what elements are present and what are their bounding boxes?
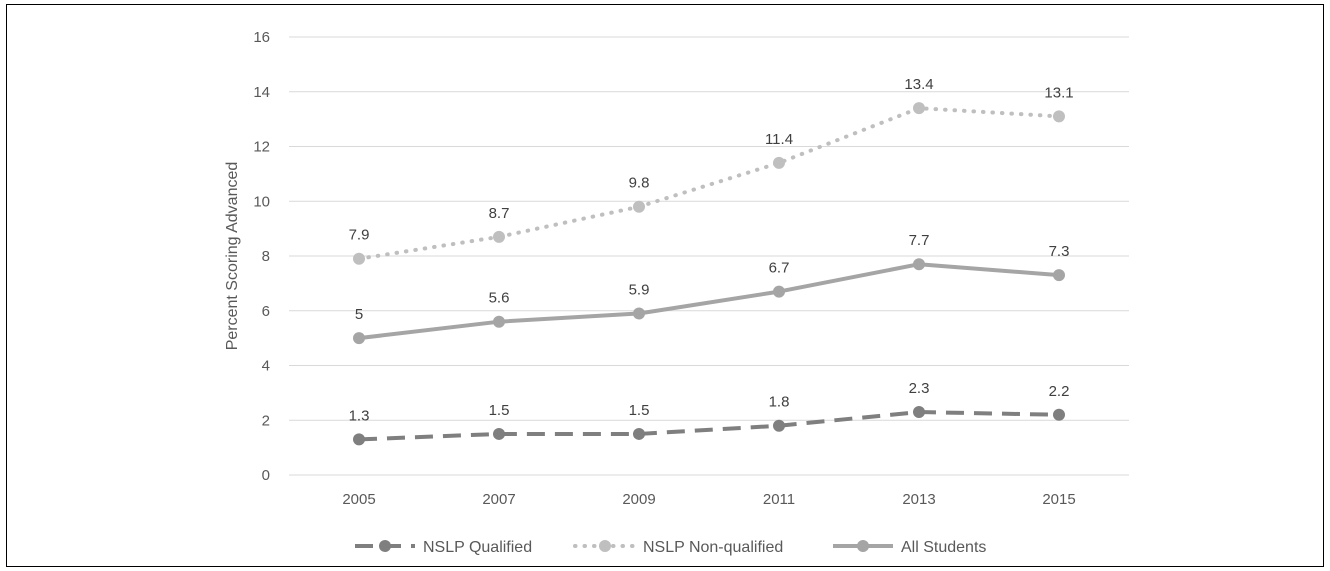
data-labels: 1.3 1.5 1.5 1.8 2.3 2.2 7.9 8.7 9.8 11.4 13.4 13.1 5… (349, 76, 1074, 424)
x-tick-label: 2007 (482, 491, 515, 508)
data-label: 7.7 (909, 232, 930, 249)
y-tick-label: 0 (262, 467, 270, 484)
legend-label: NSLP Qualified (423, 539, 532, 556)
series-line (358, 262, 1060, 341)
y-tick-label: 6 (262, 303, 270, 320)
legend-marker (857, 540, 869, 552)
series-line (357, 106, 1061, 261)
data-point (773, 419, 785, 432)
y-tick-label: 10 (253, 193, 270, 210)
data-label: 7.3 (1049, 243, 1070, 260)
data-point (773, 285, 785, 298)
x-tick-label: 2009 (622, 491, 655, 508)
legend: NSLP Qualified NSLP Non-qualified All Stud… (355, 539, 986, 556)
data-point (1053, 408, 1065, 421)
chart-frame: 0 2 4 6 8 10 12 14 16 2005 2007 2009 2011 2013 2015 P… (6, 4, 1324, 567)
data-point (493, 230, 505, 243)
legend-marker (379, 540, 391, 552)
series-nslp-qualified (353, 406, 1065, 446)
y-axis-ticks: 0 2 4 6 8 10 12 14 16 (253, 29, 270, 484)
x-tick-label: 2011 (763, 491, 795, 508)
gridlines (289, 36, 1129, 476)
data-label: 2.3 (909, 380, 930, 397)
data-point (493, 315, 505, 328)
y-tick-label: 2 (262, 412, 270, 429)
data-point (913, 258, 925, 271)
series-all-students (353, 258, 1065, 345)
data-label: 1.8 (769, 394, 790, 411)
data-label: 1.5 (489, 402, 510, 419)
y-tick-label: 8 (262, 248, 270, 265)
legend-label: NSLP Non-qualified (643, 539, 783, 556)
data-point (353, 252, 365, 265)
y-axis-title: Percent Scoring Advanced (224, 162, 241, 351)
legend-item-nslp-qualified: NSLP Qualified (355, 539, 532, 556)
data-label: 7.9 (349, 227, 370, 244)
data-point (353, 433, 365, 446)
series-line (358, 410, 1060, 442)
legend-label: All Students (901, 539, 986, 556)
data-point (633, 200, 645, 213)
data-label: 13.1 (1044, 84, 1073, 101)
data-point (1053, 269, 1065, 282)
x-tick-label: 2013 (902, 491, 935, 508)
series-nslp-non-qualified (353, 102, 1065, 265)
legend-marker (599, 540, 611, 552)
data-point (493, 427, 505, 440)
data-label: 8.7 (489, 205, 510, 222)
data-point (913, 406, 925, 419)
data-label: 5 (355, 306, 363, 323)
data-point (633, 307, 645, 320)
data-label: 13.4 (904, 76, 933, 93)
data-label: 9.8 (629, 175, 650, 192)
y-tick-label: 14 (253, 84, 270, 101)
data-label: 1.5 (629, 402, 650, 419)
data-point (1053, 110, 1065, 123)
data-point (913, 102, 925, 115)
series-lines (353, 102, 1065, 446)
legend-item-nslp-non-qualified: NSLP Non-qualified (573, 539, 783, 556)
y-tick-label: 4 (262, 358, 270, 375)
legend-item-all-students: All Students (833, 539, 986, 556)
data-point (633, 427, 645, 440)
data-label: 11.4 (765, 131, 793, 148)
x-tick-label: 2005 (342, 491, 375, 508)
data-label: 5.6 (489, 290, 510, 307)
line-chart: 0 2 4 6 8 10 12 14 16 2005 2007 2009 2011 2013 2015 P… (224, 29, 1129, 556)
x-tick-label: 2015 (1042, 491, 1075, 508)
y-tick-label: 16 (253, 29, 270, 46)
data-label: 5.9 (629, 281, 650, 298)
x-axis-ticks: 2005 2007 2009 2011 2013 2015 (342, 491, 1075, 508)
data-label: 1.3 (349, 407, 370, 424)
data-point (353, 332, 365, 345)
data-label: 6.7 (769, 260, 790, 277)
data-label: 2.2 (1049, 383, 1070, 400)
data-point (773, 156, 785, 169)
y-tick-label: 12 (253, 139, 270, 156)
